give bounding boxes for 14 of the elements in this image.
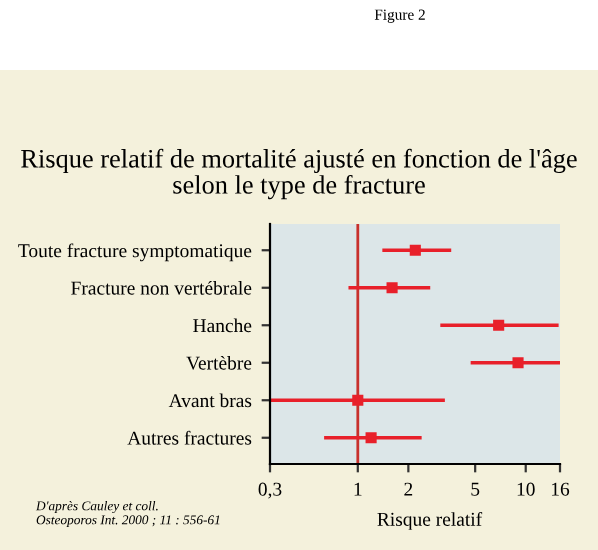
- y-tick-label: Vertèbre: [186, 355, 252, 370]
- y-tick-label: Hanche: [193, 318, 252, 333]
- x-tick-label: 1: [354, 482, 362, 496]
- x-tick-label: 10: [517, 482, 535, 496]
- x-tick-label: 2: [404, 482, 413, 496]
- x-tick-label: 0,3: [258, 482, 282, 499]
- chart-title: Risque relatif de mortalité ajusté en fonction de l'âge selon le type de fracture: [21, 148, 577, 200]
- x-axis-title: Risque relatif: [377, 512, 483, 530]
- x-tick-label: 5: [471, 482, 480, 496]
- y-tick-label: Toute fracture symptomatique: [18, 243, 252, 262]
- y-tick-label: Autres fractures: [127, 430, 252, 445]
- x-tick-label: 16: [551, 482, 570, 496]
- y-tick-label: Fracture non vertébrale: [71, 280, 252, 295]
- y-tick-label: Avant bras: [168, 393, 252, 408]
